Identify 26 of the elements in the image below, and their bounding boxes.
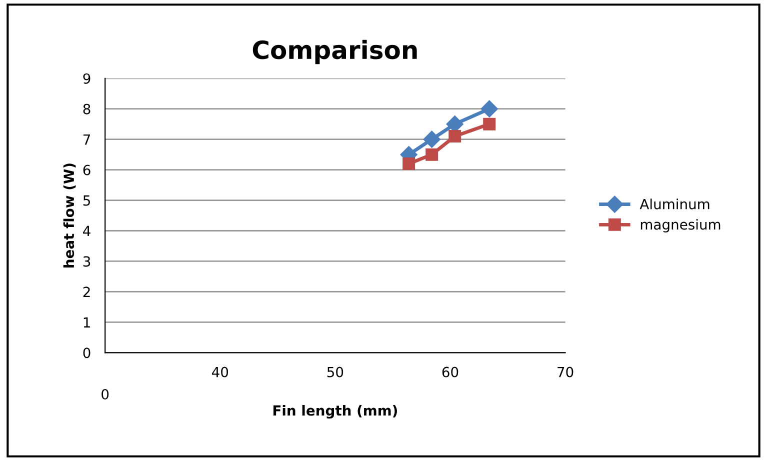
x-tick-label: 70 (558, 366, 574, 378)
x-tick-label: 40 (212, 366, 228, 378)
point (448, 130, 462, 143)
y-tick-label: 4 (83, 226, 90, 236)
y-tick-label: 9 (83, 73, 90, 84)
chart-title: Comparison (252, 40, 417, 64)
x-tick-label: 60 (442, 366, 458, 378)
legend-label: Aluminum (640, 198, 710, 210)
y-tick-label: 0 (83, 348, 90, 358)
point (483, 118, 496, 130)
y-tick-label: 3 (83, 256, 90, 267)
x-tick-label: 50 (327, 366, 344, 378)
y-axis-title: heat flow (W) (63, 164, 76, 268)
text: 0 (102, 389, 109, 400)
point (402, 157, 416, 170)
y-tick-label: 6 (83, 164, 90, 176)
y-tick-label: 8 (83, 104, 90, 114)
y-tick-label: 1 (84, 317, 90, 328)
y-tick-label: 2 (83, 286, 90, 297)
legend-label: magnesium (640, 218, 720, 232)
point (426, 148, 438, 161)
y-tick-label: 5 (83, 195, 90, 206)
point (423, 130, 440, 148)
point (480, 100, 498, 118)
x-axis-title: Fin length (mm) (273, 404, 397, 419)
y-tick-label: 7 (83, 134, 90, 145)
